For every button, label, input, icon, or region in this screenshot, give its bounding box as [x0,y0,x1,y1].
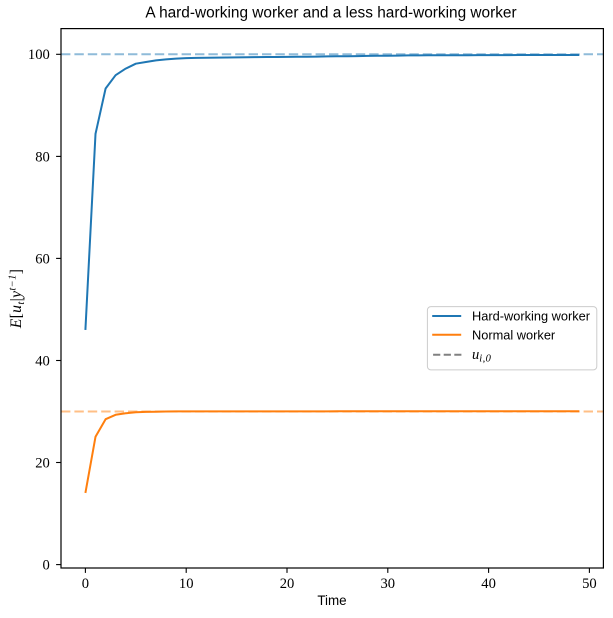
svg-text:Hard-working worker: Hard-working worker [472,309,591,324]
svg-text:0: 0 [82,576,89,592]
svg-text:10: 10 [179,576,194,592]
svg-text:40: 40 [35,353,50,369]
svg-text:A hard-working worker and a le: A hard-working worker and a less hard-wo… [145,5,516,22]
svg-text:80: 80 [35,149,50,165]
svg-text:60: 60 [35,251,50,267]
svg-text:Time: Time [317,593,346,608]
svg-text:40: 40 [481,576,496,592]
svg-text:20: 20 [280,576,295,592]
svg-text:20: 20 [35,455,50,471]
svg-text:50: 50 [582,576,597,592]
svg-text:30: 30 [381,576,396,592]
svg-text:Normal worker: Normal worker [472,327,556,342]
svg-text:0: 0 [43,558,50,574]
svg-text:100: 100 [28,47,50,63]
